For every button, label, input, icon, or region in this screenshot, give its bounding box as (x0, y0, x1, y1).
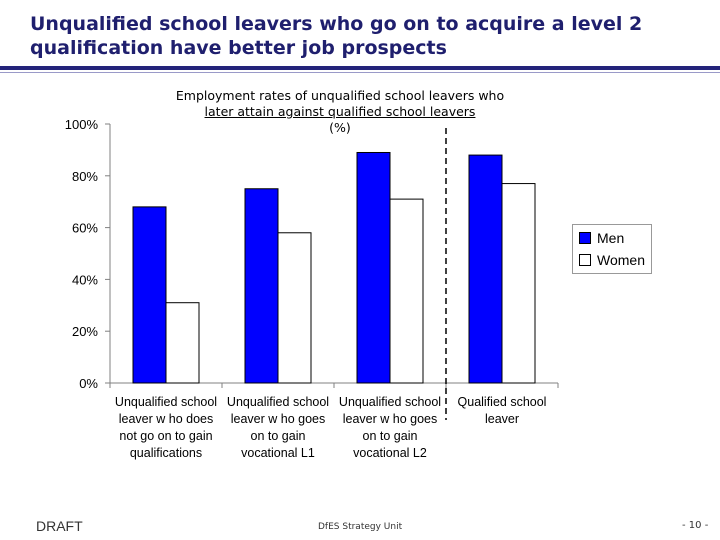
bar-women (501, 183, 536, 384)
y-tick-label: 40% (72, 272, 98, 287)
x-category-label: leaver w ho goes (343, 412, 438, 426)
x-category-label: vocational L1 (241, 446, 315, 460)
y-tick-label: 20% (72, 324, 98, 339)
bar-women (165, 302, 200, 384)
x-category-label: leaver w ho does (119, 412, 214, 426)
x-category-label: Qualified school (458, 395, 547, 409)
footer-unit-label: DfES Strategy Unit (318, 522, 403, 532)
slide-title-line-2: qualification have better job prospects (30, 37, 447, 59)
x-category-label: qualifications (130, 446, 202, 460)
x-category-label: on to gain (363, 429, 418, 443)
chart-title-line-1: Employment rates of unqualified school l… (175, 88, 505, 103)
legend-item-men: Men (579, 229, 624, 247)
chart-title-line-3: (%) (329, 120, 351, 135)
bar-men (132, 206, 167, 384)
x-category-label: on to gain (251, 429, 306, 443)
bar-men (356, 151, 391, 384)
legend-label-women: Women (597, 252, 645, 268)
x-category-label: Unqualified school (227, 395, 329, 409)
x-category-label: leaver (485, 412, 519, 426)
bar-women (389, 198, 424, 384)
slide-title: Unqualified school leavers who go on to … (30, 12, 710, 60)
footer-page-number: - 10 - (682, 520, 709, 531)
title-underline-thick (0, 66, 720, 70)
chart-title: Employment rates of unqualified school l… (150, 88, 530, 136)
y-tick-label: 0% (79, 376, 98, 391)
x-category-label: not go on to gain (119, 429, 212, 443)
slide-title-line-1: Unqualified school leavers who go on to … (30, 13, 643, 35)
y-tick-label: 100% (65, 117, 99, 132)
y-tick-label: 60% (72, 221, 98, 236)
chart-title-line-2: later attain against qualified school le… (204, 104, 476, 119)
legend-swatch-men (579, 232, 591, 244)
title-underline-thin (0, 72, 720, 73)
y-tick-label: 80% (72, 169, 98, 184)
legend-item-women: Women (579, 251, 645, 269)
legend-label-men: Men (597, 230, 625, 246)
bar-women (277, 232, 312, 384)
bar-men (468, 154, 503, 384)
x-category-label: leaver w ho goes (231, 412, 326, 426)
footer-draft-label: DRAFT (36, 518, 83, 534)
chart-legend: Men Women (572, 224, 652, 274)
x-category-label: vocational L2 (353, 446, 427, 460)
legend-swatch-women (579, 254, 591, 266)
x-category-label: Unqualified school (115, 395, 217, 409)
bar-men (244, 188, 279, 384)
x-category-label: Unqualified school (339, 395, 441, 409)
